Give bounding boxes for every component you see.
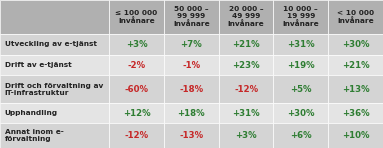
Text: Upphandling: Upphandling: [5, 110, 58, 116]
FancyBboxPatch shape: [273, 123, 328, 148]
Text: Drift av e-tjänst: Drift av e-tjänst: [5, 62, 71, 68]
Text: +36%: +36%: [342, 109, 370, 118]
FancyBboxPatch shape: [328, 75, 383, 103]
Text: ≤ 100 000
Invånare: ≤ 100 000 Invånare: [115, 10, 158, 24]
Text: +3%: +3%: [235, 131, 257, 140]
FancyBboxPatch shape: [109, 0, 164, 34]
FancyBboxPatch shape: [219, 0, 273, 34]
Text: 50 000 –
99 999
Invånare: 50 000 – 99 999 Invånare: [173, 6, 210, 27]
FancyBboxPatch shape: [328, 103, 383, 123]
Text: +3%: +3%: [126, 40, 147, 49]
FancyBboxPatch shape: [219, 55, 273, 75]
FancyBboxPatch shape: [219, 34, 273, 55]
Text: 10 000 –
19 999
Invånare: 10 000 – 19 999 Invånare: [283, 6, 319, 27]
Text: +23%: +23%: [232, 61, 260, 70]
FancyBboxPatch shape: [219, 123, 273, 148]
FancyBboxPatch shape: [164, 103, 219, 123]
FancyBboxPatch shape: [164, 123, 219, 148]
FancyBboxPatch shape: [164, 55, 219, 75]
Text: +10%: +10%: [342, 131, 369, 140]
Text: +31%: +31%: [287, 40, 315, 49]
FancyBboxPatch shape: [164, 0, 219, 34]
FancyBboxPatch shape: [109, 34, 164, 55]
FancyBboxPatch shape: [0, 123, 109, 148]
FancyBboxPatch shape: [273, 103, 328, 123]
FancyBboxPatch shape: [328, 34, 383, 55]
Text: +5%: +5%: [290, 85, 312, 94]
FancyBboxPatch shape: [109, 55, 164, 75]
Text: +21%: +21%: [342, 61, 370, 70]
FancyBboxPatch shape: [109, 103, 164, 123]
FancyBboxPatch shape: [0, 34, 109, 55]
Text: Utveckling av e-tjänst: Utveckling av e-tjänst: [5, 41, 97, 47]
Text: -2%: -2%: [128, 61, 146, 70]
Text: -13%: -13%: [179, 131, 203, 140]
Text: +13%: +13%: [342, 85, 370, 94]
Text: -60%: -60%: [124, 85, 149, 94]
Text: +6%: +6%: [290, 131, 312, 140]
Text: < 10 000
Invånare: < 10 000 Invånare: [337, 10, 374, 24]
FancyBboxPatch shape: [109, 123, 164, 148]
FancyBboxPatch shape: [0, 0, 109, 34]
Text: +30%: +30%: [342, 40, 369, 49]
FancyBboxPatch shape: [328, 0, 383, 34]
Text: -18%: -18%: [179, 85, 203, 94]
Text: Annat inom e-
förvaltning: Annat inom e- förvaltning: [5, 129, 63, 142]
FancyBboxPatch shape: [328, 55, 383, 75]
FancyBboxPatch shape: [0, 55, 109, 75]
FancyBboxPatch shape: [0, 103, 109, 123]
FancyBboxPatch shape: [109, 75, 164, 103]
FancyBboxPatch shape: [0, 75, 109, 103]
FancyBboxPatch shape: [164, 75, 219, 103]
FancyBboxPatch shape: [273, 75, 328, 103]
Text: -12%: -12%: [234, 85, 258, 94]
Text: +12%: +12%: [123, 109, 151, 118]
Text: +18%: +18%: [177, 109, 205, 118]
Text: -12%: -12%: [124, 131, 149, 140]
FancyBboxPatch shape: [219, 103, 273, 123]
Text: +19%: +19%: [287, 61, 315, 70]
Text: Drift och förvaltning av
IT-infrastruktur: Drift och förvaltning av IT-infrastruktu…: [5, 83, 103, 96]
FancyBboxPatch shape: [328, 123, 383, 148]
FancyBboxPatch shape: [219, 75, 273, 103]
Text: +30%: +30%: [287, 109, 314, 118]
FancyBboxPatch shape: [273, 34, 328, 55]
Text: -1%: -1%: [182, 61, 200, 70]
Text: 20 000 –
49 999
Invånare: 20 000 – 49 999 Invånare: [228, 6, 264, 27]
Text: +31%: +31%: [232, 109, 260, 118]
FancyBboxPatch shape: [164, 34, 219, 55]
Text: +21%: +21%: [232, 40, 260, 49]
FancyBboxPatch shape: [273, 55, 328, 75]
Text: +7%: +7%: [180, 40, 202, 49]
FancyBboxPatch shape: [273, 0, 328, 34]
